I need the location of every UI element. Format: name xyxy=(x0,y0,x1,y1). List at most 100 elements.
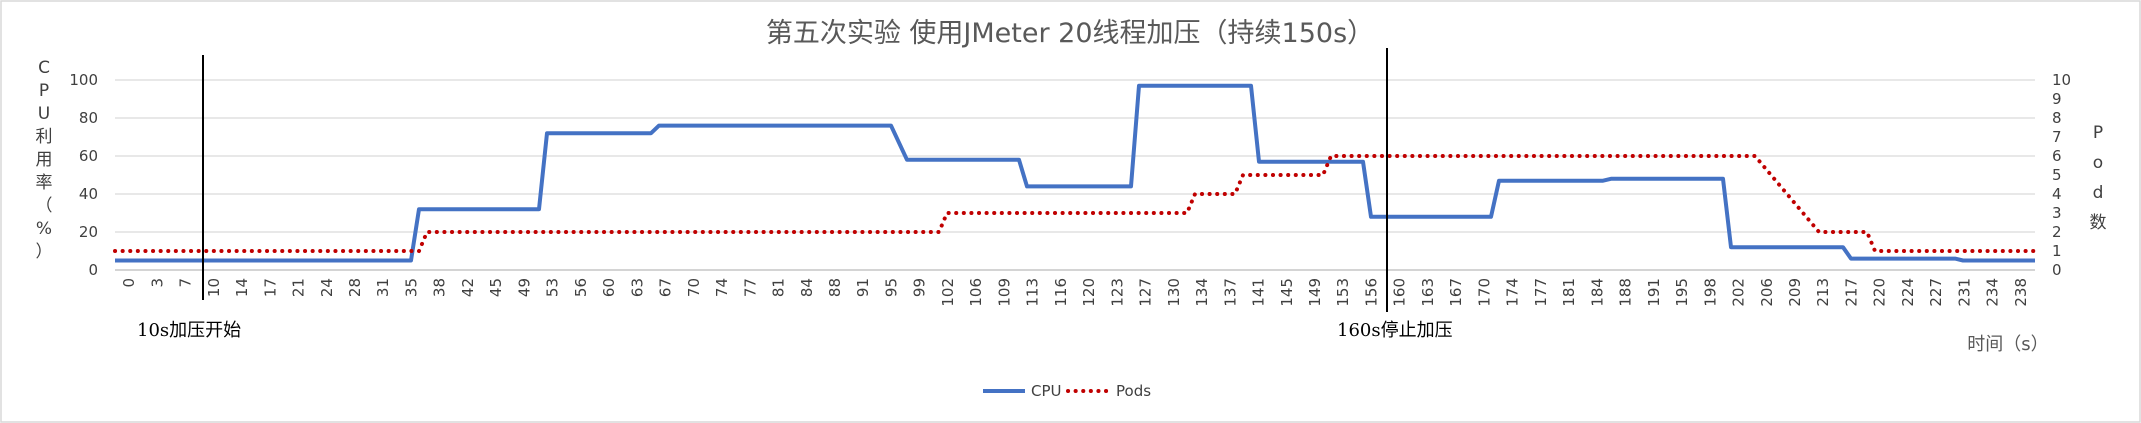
x-tick-label: 137 xyxy=(1221,278,1239,307)
x-tick-label: 53 xyxy=(544,278,562,297)
x-tick-label: 31 xyxy=(374,278,392,297)
x-tick-label: 102 xyxy=(939,278,957,307)
x-tick-label: 134 xyxy=(1193,278,1211,307)
x-axis-ticks: 0 3 7 10 14 17 21 24 28 31 35 38 42 45 49 53 56 60 63 67 70 7… xyxy=(120,278,2030,307)
x-tick-label: 213 xyxy=(1814,278,1832,307)
x-tick-label: 198 xyxy=(1701,278,1719,307)
right-y-tick-label: 7 xyxy=(2052,128,2062,146)
x-tick-label: 106 xyxy=(967,278,985,307)
annotation-label: 10s加压开始 xyxy=(137,320,241,341)
x-tick-label: 84 xyxy=(798,278,816,297)
left-y-title-char: % xyxy=(36,219,52,239)
right-y-title-char: P xyxy=(2093,123,2103,143)
left-y-tick-label: 100 xyxy=(69,71,98,89)
x-tick-label: 177 xyxy=(1532,278,1550,307)
x-tick-label: 149 xyxy=(1306,278,1324,307)
left-y-tick-label: 80 xyxy=(79,109,98,127)
x-tick-label: 184 xyxy=(1588,278,1606,307)
left-y-title-char: C xyxy=(38,58,50,78)
left-y-title-char: 用 xyxy=(36,150,53,170)
left-y-tick-label: 60 xyxy=(79,147,98,165)
chart-title: 第五次实验 使用JMeter 20线程加压（持续150s） xyxy=(766,18,1374,49)
x-tick-label: 60 xyxy=(600,278,618,297)
x-tick-label: 153 xyxy=(1334,278,1352,307)
x-tick-label: 109 xyxy=(995,278,1013,307)
x-tick-label: 74 xyxy=(713,278,731,297)
x-tick-label: 195 xyxy=(1673,278,1691,307)
left-y-title-char: （ xyxy=(36,196,53,216)
x-tick-label: 130 xyxy=(1165,278,1183,307)
x-tick-label: 217 xyxy=(1842,278,1860,307)
right-y-title-char: o xyxy=(2093,153,2103,173)
x-tick-label: 88 xyxy=(826,278,844,297)
x-tick-label: 99 xyxy=(911,278,929,297)
x-tick-label: 67 xyxy=(657,278,675,297)
x-tick-label: 234 xyxy=(1984,278,2002,307)
x-tick-label: 145 xyxy=(1278,278,1296,307)
x-tick-label: 17 xyxy=(261,278,279,297)
left-y-tick-label: 20 xyxy=(79,223,98,241)
x-tick-label: 170 xyxy=(1475,278,1493,307)
x-tick-label: 209 xyxy=(1786,278,1804,307)
x-tick-label: 28 xyxy=(346,278,364,297)
annotations: 10s加压开始 160s停止加压 xyxy=(137,48,1453,341)
x-tick-label: 188 xyxy=(1617,278,1635,307)
x-tick-label: 202 xyxy=(1730,278,1748,307)
x-tick-label: 35 xyxy=(402,278,420,297)
right-y-tick-label: 10 xyxy=(2052,71,2071,89)
legend-label-pods: Pods xyxy=(1116,382,1151,400)
x-tick-label: 49 xyxy=(515,278,533,297)
series-line-cpu xyxy=(115,83,2035,263)
x-tick-label: 42 xyxy=(459,278,477,297)
x-tick-label: 21 xyxy=(290,278,308,297)
x-tick-label: 238 xyxy=(2012,278,2030,307)
left-y-axis-ticks: 0 20 40 60 80 100 xyxy=(69,71,98,279)
x-tick-label: 206 xyxy=(1758,278,1776,307)
right-y-title-char: 数 xyxy=(2090,213,2107,233)
x-tick-label: 56 xyxy=(572,278,590,297)
legend-label-cpu: CPU xyxy=(1031,382,1062,400)
x-tick-label: 116 xyxy=(1052,278,1070,307)
x-tick-label: 127 xyxy=(1137,278,1155,307)
x-tick-label: 224 xyxy=(1899,278,1917,307)
x-tick-label: 81 xyxy=(770,278,788,297)
x-tick-label: 120 xyxy=(1080,278,1098,307)
right-y-tick-label: 5 xyxy=(2052,166,2062,184)
left-y-title-char: 率 xyxy=(36,173,53,193)
x-tick-label: 163 xyxy=(1419,278,1437,307)
x-tick-label: 156 xyxy=(1362,278,1380,307)
right-y-tick-label: 6 xyxy=(2052,147,2062,165)
x-tick-label: 227 xyxy=(1927,278,1945,307)
x-tick-label: 141 xyxy=(1250,278,1268,307)
right-y-tick-label: 0 xyxy=(2052,261,2062,279)
x-tick-label: 95 xyxy=(882,278,900,297)
series-line-pods xyxy=(113,154,2037,253)
left-y-title-char: 利 xyxy=(36,127,53,147)
left-y-title-char: P xyxy=(39,81,49,101)
x-tick-label: 160 xyxy=(1391,278,1409,307)
x-tick-label: 231 xyxy=(1955,278,1973,307)
x-tick-label: 77 xyxy=(741,278,759,297)
left-y-title-char: ） xyxy=(36,242,53,262)
x-tick-label: 220 xyxy=(1871,278,1889,307)
series-lines xyxy=(113,83,2037,263)
x-tick-label: 24 xyxy=(318,278,336,297)
annotation-label: 160s停止加压 xyxy=(1337,320,1453,341)
right-y-tick-label: 9 xyxy=(2052,90,2062,108)
right-y-tick-label: 2 xyxy=(2052,223,2062,241)
x-tick-label: 3 xyxy=(148,278,166,288)
x-tick-label: 113 xyxy=(1024,278,1042,307)
x-tick-label: 191 xyxy=(1645,278,1663,307)
x-tick-label: 0 xyxy=(120,278,138,288)
left-y-title-char: U xyxy=(38,104,50,124)
right-y-tick-label: 1 xyxy=(2052,242,2062,260)
x-tick-label: 181 xyxy=(1560,278,1578,307)
x-tick-label: 7 xyxy=(177,278,195,288)
x-tick-label: 38 xyxy=(431,278,449,297)
x-axis-title: 时间（s） xyxy=(1967,334,2048,355)
